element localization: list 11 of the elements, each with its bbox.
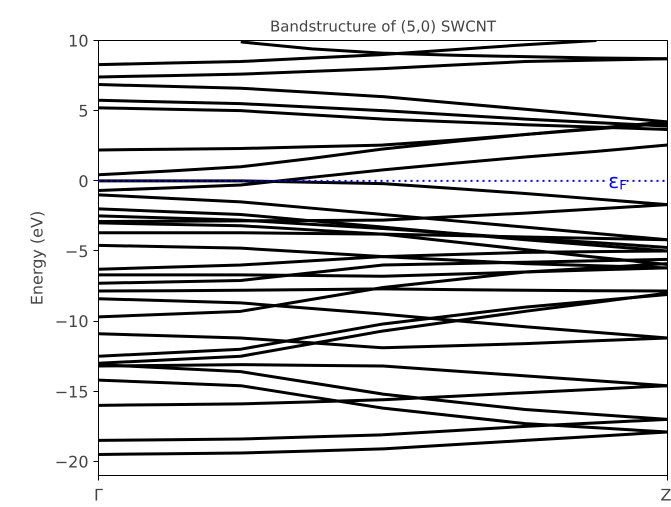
- y-tick-label: 5: [78, 102, 89, 121]
- y-axis-title: Energy (eV): [28, 210, 47, 306]
- x-tick-label: Z: [660, 486, 671, 504]
- y-tick-label: −10: [54, 312, 88, 332]
- x-tick-label: Γ: [94, 486, 104, 504]
- chart-title: Bandstructure of (5,0) SWCNT: [270, 18, 497, 36]
- y-tick-label: 0: [78, 172, 89, 191]
- y-tick-label: −5: [64, 242, 89, 261]
- y-tick-label: −15: [54, 382, 88, 402]
- y-tick-label: −20: [54, 452, 88, 472]
- y-tick-label: 10: [68, 32, 88, 50]
